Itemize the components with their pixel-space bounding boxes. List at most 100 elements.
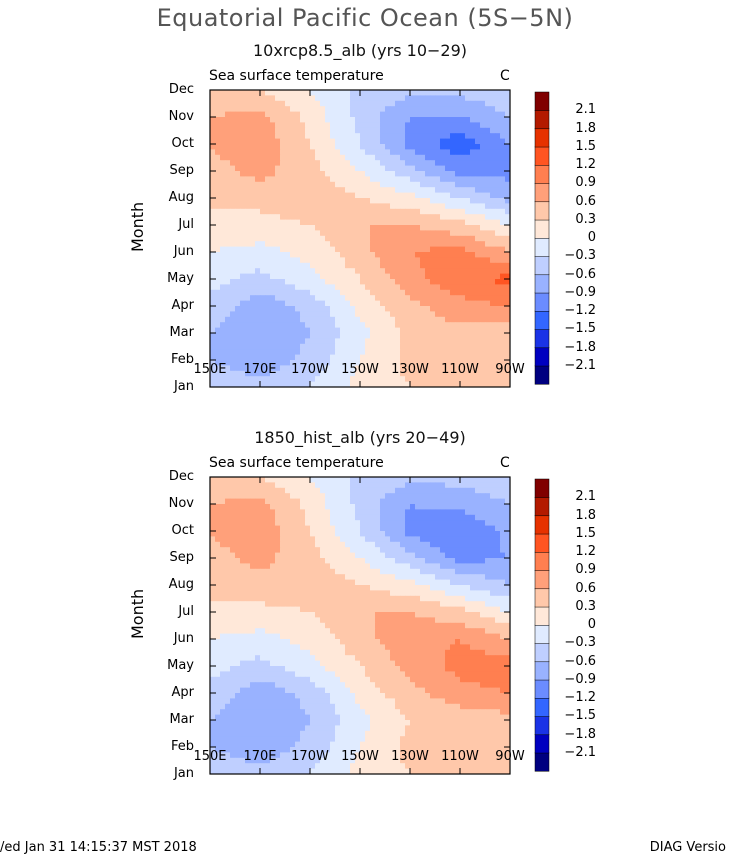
heatmap-cell — [295, 504, 301, 510]
heatmap-cell — [430, 612, 436, 618]
heatmap-cell — [265, 246, 271, 253]
heatmap-cell — [380, 531, 386, 537]
heatmap-cell — [410, 568, 416, 575]
heatmap-cell — [245, 284, 251, 291]
heatmap-cell — [460, 343, 466, 350]
heatmap-cell — [310, 365, 316, 372]
heatmap-cell — [500, 268, 506, 274]
heatmap-cell — [470, 536, 476, 543]
heatmap-cell — [450, 176, 456, 183]
heatmap-cell — [275, 365, 281, 372]
heatmap-cell — [435, 343, 441, 350]
heatmap-cell — [320, 541, 326, 548]
heatmap-cell — [445, 181, 451, 188]
heatmap-cell — [490, 284, 496, 291]
heatmap-cell — [360, 127, 366, 134]
heatmap-cell — [490, 106, 496, 112]
heatmap-cell — [445, 300, 451, 307]
heatmap-cell — [355, 547, 361, 553]
heatmap-cell — [210, 376, 216, 382]
heatmap-cell — [260, 536, 266, 543]
heatmap-cell — [310, 306, 316, 312]
heatmap-cell — [500, 493, 506, 499]
heatmap-cell — [470, 601, 476, 607]
heatmap-cell — [505, 154, 511, 161]
heatmap-cell — [345, 509, 351, 516]
heatmap-cell — [380, 111, 386, 118]
colorbar-label: 0.3 — [575, 211, 596, 227]
heatmap-cell — [485, 138, 491, 145]
heatmap-cell — [235, 316, 241, 323]
heatmap-cell — [500, 171, 506, 177]
heatmap-cell — [450, 477, 456, 483]
heatmap-cell — [210, 154, 216, 161]
heatmap-cell — [320, 525, 326, 532]
heatmap-cell — [315, 487, 321, 494]
heatmap-cell — [405, 376, 411, 382]
heatmap-cell — [380, 208, 386, 215]
heatmap-cell — [500, 343, 506, 350]
heatmap-cell — [380, 376, 386, 382]
heatmap-cell — [465, 144, 471, 150]
heatmap-cell — [390, 133, 396, 139]
heatmap-cell — [365, 181, 371, 188]
heatmap-cell — [435, 354, 441, 361]
heatmap-cell — [365, 273, 371, 280]
heatmap-cell — [310, 525, 316, 532]
heatmap-cell — [330, 100, 336, 107]
heatmap-cell — [340, 311, 346, 318]
heatmap-cell — [380, 284, 386, 291]
heatmap-cell — [395, 154, 401, 161]
heatmap-cell — [460, 531, 466, 537]
heatmap-cell — [245, 541, 251, 548]
heatmap-cell — [255, 574, 261, 580]
heatmap-cell — [300, 482, 306, 489]
heatmap-cell — [250, 219, 256, 226]
heatmap-cell — [225, 365, 231, 372]
heatmap-cell — [430, 585, 436, 591]
heatmap-cell — [215, 230, 221, 237]
heatmap-cell — [300, 338, 306, 345]
heatmap-cell — [415, 487, 421, 494]
heatmap-cell — [445, 514, 451, 521]
heatmap-cell — [440, 176, 446, 183]
heatmap-cell — [415, 563, 421, 570]
heatmap-cell — [235, 514, 241, 521]
heatmap-cell — [275, 219, 281, 226]
heatmap-cell — [415, 181, 421, 188]
heatmap-cell — [430, 381, 436, 388]
heatmap-cell — [340, 235, 346, 242]
heatmap-cell — [430, 284, 436, 291]
heatmap-cell — [260, 520, 266, 526]
heatmap-cell — [345, 477, 351, 483]
heatmap-cell — [475, 284, 481, 291]
heatmap-cell — [210, 558, 216, 564]
heatmap-cell — [275, 514, 281, 521]
heatmap-cell — [460, 477, 466, 483]
heatmap-cell — [400, 536, 406, 543]
heatmap-cell — [305, 246, 311, 253]
heatmap-cell — [385, 171, 391, 177]
heatmap-cell — [310, 235, 316, 242]
heatmap-cell — [220, 95, 226, 102]
heatmap-cell — [340, 376, 346, 382]
heatmap-cell — [280, 279, 286, 285]
heatmap-cell — [300, 90, 306, 96]
heatmap-cell — [390, 606, 396, 613]
heatmap-cell — [290, 284, 296, 291]
heatmap-cell — [355, 617, 361, 624]
heatmap-cell — [375, 354, 381, 361]
heatmap-cell — [485, 574, 491, 580]
heatmap-cell — [285, 138, 291, 145]
heatmap-cell — [380, 574, 386, 580]
heatmap-cell — [495, 552, 501, 559]
heatmap-cell — [345, 563, 351, 570]
heatmap-cell — [320, 154, 326, 161]
heatmap-cell — [220, 612, 226, 618]
heatmap-cell — [400, 127, 406, 134]
heatmap-cell — [375, 585, 381, 591]
heatmap-cell — [400, 354, 406, 361]
heatmap-cell — [350, 316, 356, 323]
heatmap-cell — [400, 284, 406, 291]
heatmap-cell — [310, 154, 316, 161]
